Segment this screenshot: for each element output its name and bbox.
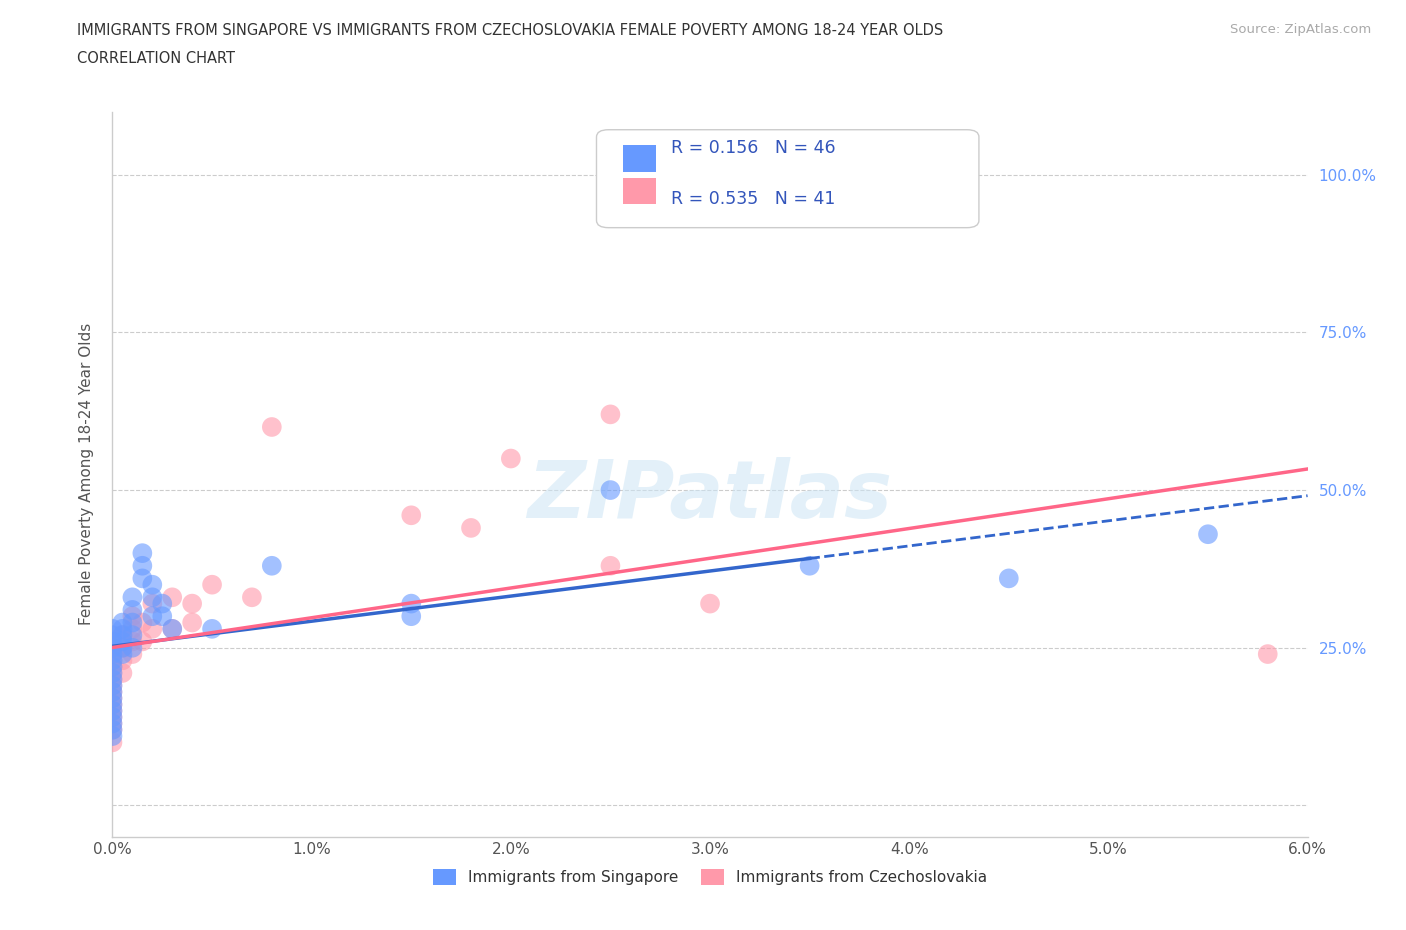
Point [101, 646, 124, 661]
Point [181, 615, 204, 630]
Text: R = 0.535   N = 41: R = 0.535 N = 41 [671, 190, 835, 207]
Point [121, 634, 143, 649]
Y-axis label: Female Poverty Among 18-24 Year Olds: Female Poverty Among 18-24 Year Olds [79, 324, 94, 626]
Point [131, 634, 153, 649]
Point [111, 653, 134, 668]
Point [699, 596, 721, 611]
Point [141, 596, 163, 611]
Point [162, 621, 183, 636]
Point [141, 578, 163, 592]
Point [101, 671, 124, 686]
Point [101, 621, 124, 636]
Point [799, 558, 821, 573]
Point [111, 615, 134, 630]
Point [101, 666, 124, 681]
Point [111, 628, 134, 643]
Text: ZIPatlas: ZIPatlas [527, 457, 893, 535]
Legend: Immigrants from Singapore, Immigrants from Czechoslovakia: Immigrants from Singapore, Immigrants fr… [426, 863, 994, 891]
Point [181, 596, 204, 611]
Point [121, 590, 143, 604]
Point [101, 666, 124, 681]
Point [101, 653, 124, 668]
Point [101, 728, 124, 743]
Point [101, 723, 124, 737]
Point [101, 691, 124, 706]
Point [101, 653, 124, 668]
Point [131, 546, 153, 561]
Point [499, 451, 522, 466]
Point [599, 558, 621, 573]
Point [101, 710, 124, 724]
Point [162, 621, 183, 636]
Point [131, 558, 153, 573]
Point [101, 678, 124, 693]
Point [121, 603, 143, 618]
Point [111, 666, 134, 681]
Point [599, 483, 621, 498]
Point [101, 628, 124, 643]
Point [101, 703, 124, 718]
Point [401, 609, 423, 624]
Point [111, 634, 134, 649]
Point [1197, 526, 1219, 541]
Point [111, 621, 134, 636]
Point [131, 571, 153, 586]
Point [101, 716, 124, 731]
FancyBboxPatch shape [623, 178, 657, 205]
Point [401, 596, 423, 611]
Point [101, 641, 124, 656]
Point [101, 678, 124, 693]
Point [998, 571, 1021, 586]
Point [101, 659, 124, 674]
Point [141, 621, 163, 636]
Point [121, 641, 143, 656]
Point [260, 419, 283, 434]
Point [101, 735, 124, 750]
Point [101, 646, 124, 661]
Point [101, 691, 124, 706]
Point [111, 641, 134, 656]
Point [240, 590, 263, 604]
Point [1257, 646, 1279, 661]
Point [460, 521, 482, 536]
Point [101, 659, 124, 674]
Point [101, 716, 124, 731]
Point [141, 590, 163, 604]
Point [101, 684, 124, 699]
Point [101, 703, 124, 718]
Text: R = 0.156   N = 46: R = 0.156 N = 46 [671, 139, 835, 157]
Point [260, 558, 283, 573]
Point [150, 609, 173, 624]
Point [111, 628, 134, 643]
Point [121, 609, 143, 624]
Point [111, 646, 134, 661]
FancyBboxPatch shape [623, 145, 657, 172]
Point [111, 641, 134, 656]
Point [131, 615, 153, 630]
Point [101, 641, 124, 656]
Point [121, 628, 143, 643]
Text: Source: ZipAtlas.com: Source: ZipAtlas.com [1230, 23, 1371, 36]
Point [121, 621, 143, 636]
Point [101, 684, 124, 699]
Point [121, 615, 143, 630]
Point [599, 407, 621, 422]
FancyBboxPatch shape [596, 130, 979, 228]
Point [141, 609, 163, 624]
Point [401, 508, 423, 523]
Text: IMMIGRANTS FROM SINGAPORE VS IMMIGRANTS FROM CZECHOSLOVAKIA FEMALE POVERTY AMONG: IMMIGRANTS FROM SINGAPORE VS IMMIGRANTS … [77, 23, 943, 38]
Point [101, 698, 124, 712]
Point [201, 578, 224, 592]
Point [101, 634, 124, 649]
Point [101, 723, 124, 737]
Point [150, 596, 173, 611]
Point [121, 646, 143, 661]
Text: CORRELATION CHART: CORRELATION CHART [77, 51, 235, 66]
Point [201, 621, 224, 636]
Point [101, 710, 124, 724]
Point [162, 590, 183, 604]
Point [101, 671, 124, 686]
Point [101, 698, 124, 712]
